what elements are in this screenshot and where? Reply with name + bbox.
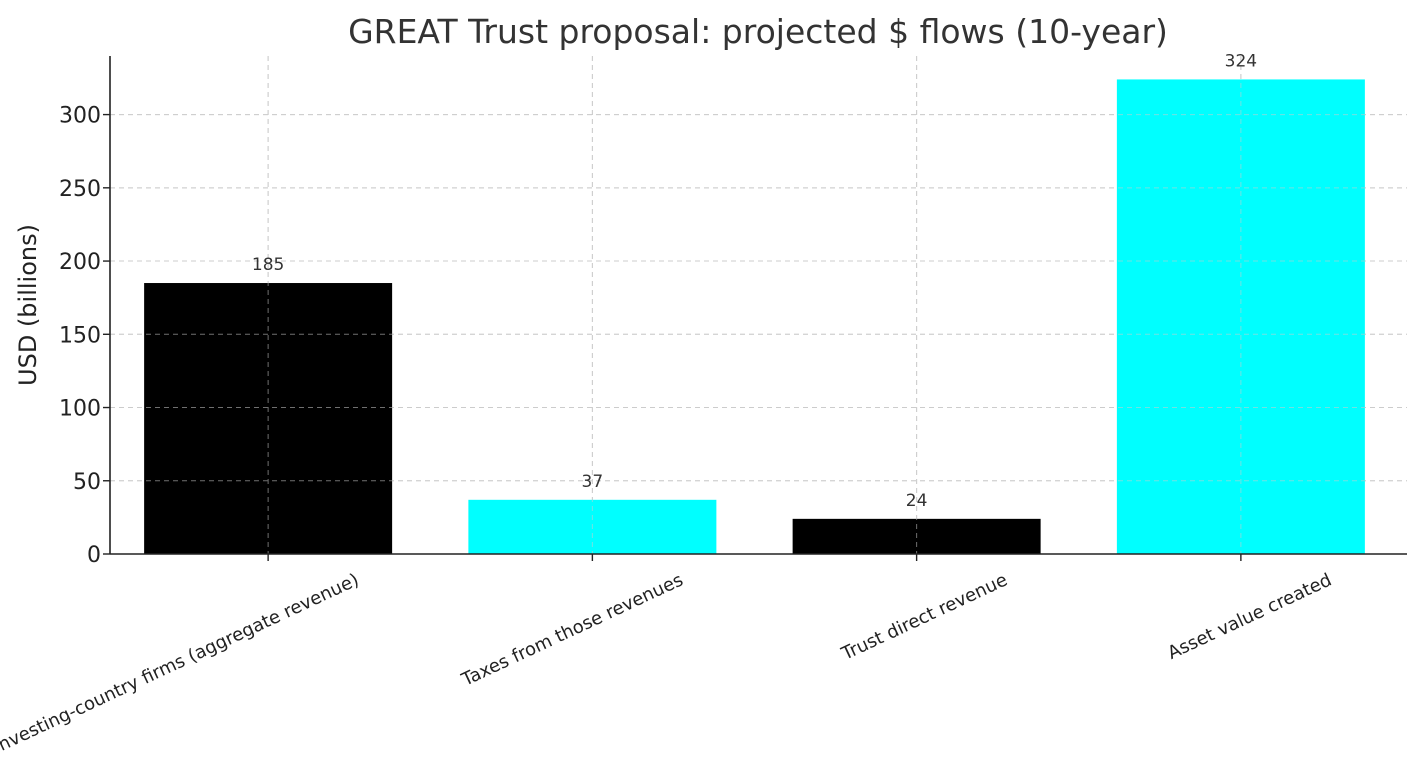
y-tick-label: 200 [59,250,101,275]
y-tick-label: 150 [59,323,101,348]
grid-overlay [110,56,1407,554]
y-tick-label: 50 [73,470,101,495]
axes [103,56,1407,561]
x-tick-label: Taxes from those revenues [458,569,687,691]
x-tick-label: Trust direct revenue [838,569,1011,665]
data-label: 324 [1225,51,1257,71]
y-tick-label: 300 [59,104,101,129]
y-tick-label: 100 [59,397,101,422]
data-label: 24 [906,491,928,511]
y-tick-label: 0 [87,543,101,568]
bars [144,79,1365,554]
x-tick-label: Investing-country firms (aggregate reven… [0,569,362,757]
y-axis-label: USD (billions) [14,224,42,386]
x-tick-label: Asset value created [1164,569,1335,663]
chart-title: GREAT Trust proposal: projected $ flows … [348,12,1168,51]
data-label: 185 [252,255,284,275]
data-label: 37 [582,472,604,492]
y-tick-label: 250 [59,177,101,202]
